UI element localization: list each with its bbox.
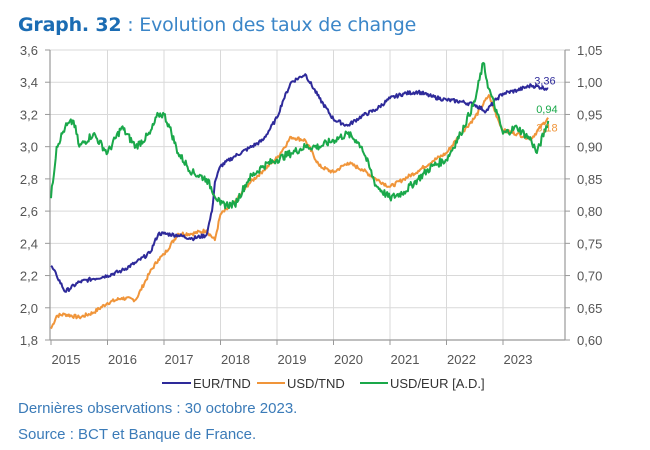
x-tick-label: 2017 xyxy=(165,352,194,367)
series-lines xyxy=(50,61,550,330)
y-right-tick-label: 0,70 xyxy=(577,269,602,284)
y-left-tick-label: 2,6 xyxy=(20,204,38,219)
y-left-tick-label: 2,0 xyxy=(20,301,38,316)
x-tick-label: 2023 xyxy=(504,352,533,367)
axes: 1,8 0,60 2,0 0,65 2,2 0,70 2,4 0,75 2,6 0,80 2,8 0,… xyxy=(20,43,602,367)
x-tick-label: 2020 xyxy=(334,352,363,367)
y-right-tick-label: 1,00 xyxy=(577,75,602,90)
y-right-tick-label: 0,65 xyxy=(577,301,602,316)
chart-title: Graph. 32 : Evolution des taux de change xyxy=(18,14,416,36)
y-right-tick-label: 0,85 xyxy=(577,172,602,187)
end-label-usd-tnd: 3,18 xyxy=(536,123,557,135)
y-left-tick-label: 2,2 xyxy=(20,269,38,284)
y-left-tick-label: 3,4 xyxy=(20,75,38,90)
y-left-tick-label: 3,6 xyxy=(20,43,38,58)
graph-number: Graph. 32 xyxy=(18,14,122,36)
series-usd-tnd xyxy=(50,94,549,330)
x-tick-label: 2022 xyxy=(447,352,476,367)
gridlines xyxy=(50,49,565,340)
end-label-eur-tnd: 3,36 xyxy=(534,76,555,88)
y-right-tick-label: 0,60 xyxy=(577,333,602,348)
series-usd-eur xyxy=(50,61,550,210)
end-label-usd-eur: 0,94 xyxy=(536,104,557,116)
x-tick-label: 2015 xyxy=(52,352,81,367)
x-tick-label: 2016 xyxy=(108,352,137,367)
y-left-tick-label: 2,8 xyxy=(20,172,38,187)
legend-label-eur-tnd: EUR/TND xyxy=(193,376,251,391)
title-text: Evolution des taux de change xyxy=(139,14,417,36)
series-eur-tnd xyxy=(50,73,549,293)
source-note: Source : BCT et Banque de France. xyxy=(18,426,257,443)
y-right-tick-label: 0,75 xyxy=(577,236,602,251)
y-right-tick-label: 0,90 xyxy=(577,140,602,155)
x-tick-label: 2021 xyxy=(391,352,420,367)
title-separator: : xyxy=(121,14,140,36)
legend: EUR/TND USD/TND USD/EUR [A.D.] xyxy=(162,376,485,391)
x-tick-label: 2018 xyxy=(221,352,250,367)
x-tick-label: 2019 xyxy=(278,352,307,367)
y-left-tick-label: 3,2 xyxy=(20,107,38,122)
end-labels: 3,36 0,94 3,18 xyxy=(534,76,557,135)
y-right-tick-label: 0,80 xyxy=(577,204,602,219)
y-left-tick-label: 1,8 xyxy=(20,333,38,348)
y-left-tick-label: 3,0 xyxy=(20,140,38,155)
y-right-tick-label: 0,95 xyxy=(577,107,602,122)
legend-label-usd-eur: USD/EUR [A.D.] xyxy=(390,376,485,391)
last-observation-note: Dernières observations : 30 octobre 2023… xyxy=(18,400,298,417)
legend-label-usd-tnd: USD/TND xyxy=(287,376,345,391)
y-left-tick-label: 2,4 xyxy=(20,236,38,251)
y-right-tick-label: 1,05 xyxy=(577,43,602,58)
